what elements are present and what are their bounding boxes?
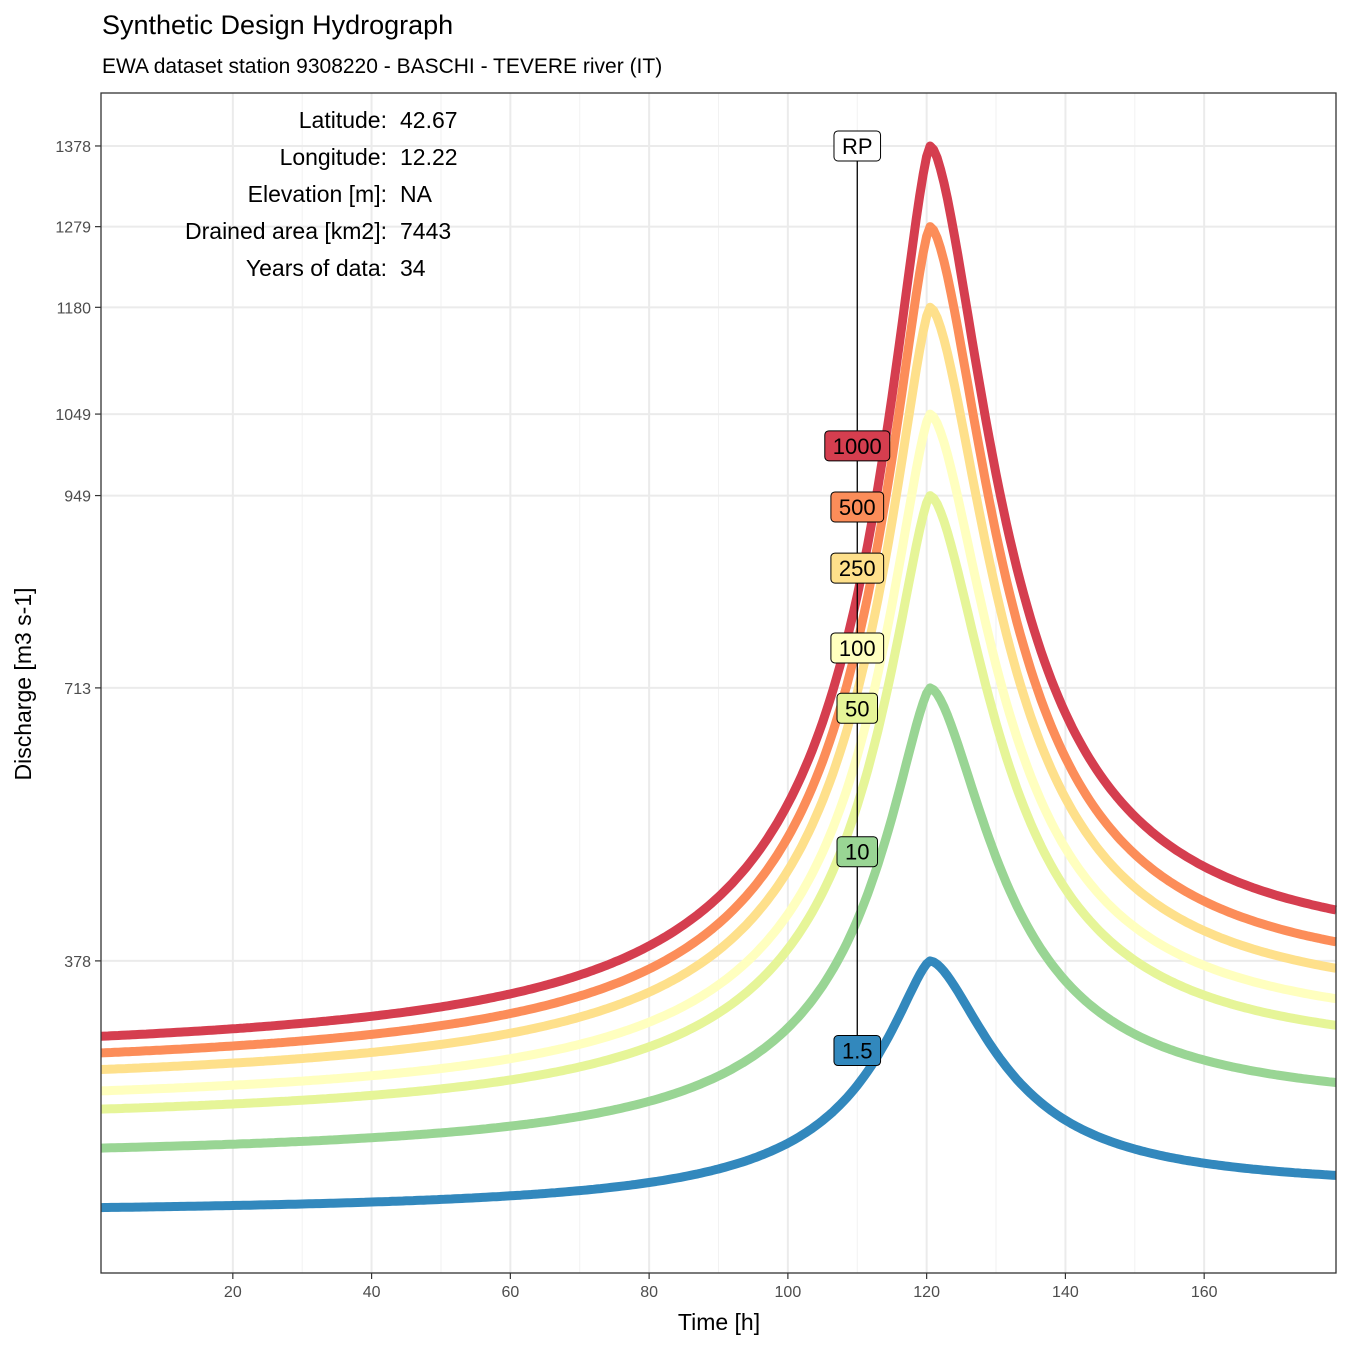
rp-label-250-text: 250 bbox=[839, 556, 876, 581]
series-line-rp-500 bbox=[100, 222, 1337, 1058]
info-label: Drained area [km2]: bbox=[185, 218, 387, 244]
y-tick-label: 1378 bbox=[55, 139, 91, 156]
info-value: 12.22 bbox=[400, 144, 458, 170]
chart-title: Synthetic Design Hydrograph bbox=[102, 10, 453, 40]
plot-panel: RP 1.5 10 50 100 250 500 1000 20 40 60 80 100 120 140 1… bbox=[55, 92, 1337, 1301]
x-tick-label: 60 bbox=[501, 1284, 519, 1301]
rp-label-100: 100 bbox=[830, 632, 885, 664]
rp-label-1000-text: 1000 bbox=[833, 434, 882, 459]
series-line-rp-1000 bbox=[100, 141, 1337, 1041]
rp-label-10-box bbox=[836, 836, 879, 868]
y-tick-label: 949 bbox=[64, 489, 91, 506]
series-line-rp-50 bbox=[100, 491, 1337, 1114]
station-info: Latitude: 42.67 Longitude: 12.22 Elevation [… bbox=[185, 107, 458, 281]
rp-label-50-box bbox=[836, 692, 879, 724]
rp-label-1.5-box bbox=[833, 1035, 882, 1067]
x-tick-label: 120 bbox=[913, 1284, 940, 1301]
chart-subtitle: EWA dataset station 9308220 - BASCHI - T… bbox=[102, 55, 662, 78]
x-tick-label: 20 bbox=[224, 1284, 242, 1301]
rp-label-10: 10 bbox=[836, 836, 879, 868]
x-tick-label: 100 bbox=[775, 1284, 802, 1301]
x-tick-label: 40 bbox=[363, 1284, 381, 1301]
rp-label-1000: 1000 bbox=[824, 430, 891, 462]
info-label: Elevation [m]: bbox=[248, 181, 387, 207]
series-line-rp-1.5 bbox=[100, 956, 1337, 1213]
rp-label-100-text: 100 bbox=[839, 636, 876, 661]
rp-label-50: 50 bbox=[836, 692, 879, 724]
rp-label-500: 500 bbox=[830, 491, 885, 523]
x-axis-title: Time [h] bbox=[678, 1309, 760, 1335]
info-label: Latitude: bbox=[299, 107, 387, 133]
rp-label-10-text: 10 bbox=[845, 840, 869, 865]
info-value: 7443 bbox=[400, 218, 451, 244]
info-value: 42.67 bbox=[400, 107, 458, 133]
rp-label-100-box bbox=[830, 632, 885, 664]
rp-label-500-box bbox=[830, 491, 885, 523]
rp-header-label-box bbox=[833, 130, 882, 162]
rp-header-label-text: RP bbox=[842, 134, 873, 159]
rp-label-1.5-text: 1.5 bbox=[842, 1039, 873, 1064]
rp-label-250: 250 bbox=[830, 552, 885, 584]
series-line-rp-10 bbox=[100, 683, 1337, 1153]
rp-label-1.5: 1.5 bbox=[833, 1035, 882, 1067]
info-value: 34 bbox=[400, 255, 426, 281]
rp-label-250-box bbox=[830, 552, 885, 584]
plot-border bbox=[100, 92, 1337, 1274]
rp-header-label: RP bbox=[833, 130, 882, 162]
x-tick-label: 160 bbox=[1191, 1284, 1218, 1301]
rp-label-500-text: 500 bbox=[839, 495, 876, 520]
info-label: Years of data: bbox=[246, 255, 387, 281]
y-axis-title: Discharge [m3 s-1] bbox=[10, 587, 36, 780]
info-value: NA bbox=[400, 181, 433, 207]
x-tick-label: 80 bbox=[640, 1284, 658, 1301]
rp-label-50-text: 50 bbox=[845, 696, 869, 721]
y-tick-label: 713 bbox=[64, 681, 91, 698]
info-label: Longitude: bbox=[280, 144, 387, 170]
series-line-rp-100 bbox=[100, 409, 1337, 1096]
y-tick-label: 378 bbox=[64, 954, 91, 971]
y-tick-label: 1049 bbox=[55, 407, 91, 424]
y-tick-label: 1279 bbox=[55, 220, 91, 237]
series-line-rp-250 bbox=[100, 302, 1337, 1074]
rp-label-1000-box bbox=[824, 430, 891, 462]
y-tick-label: 1180 bbox=[57, 300, 92, 317]
x-tick-label: 140 bbox=[1052, 1284, 1079, 1301]
